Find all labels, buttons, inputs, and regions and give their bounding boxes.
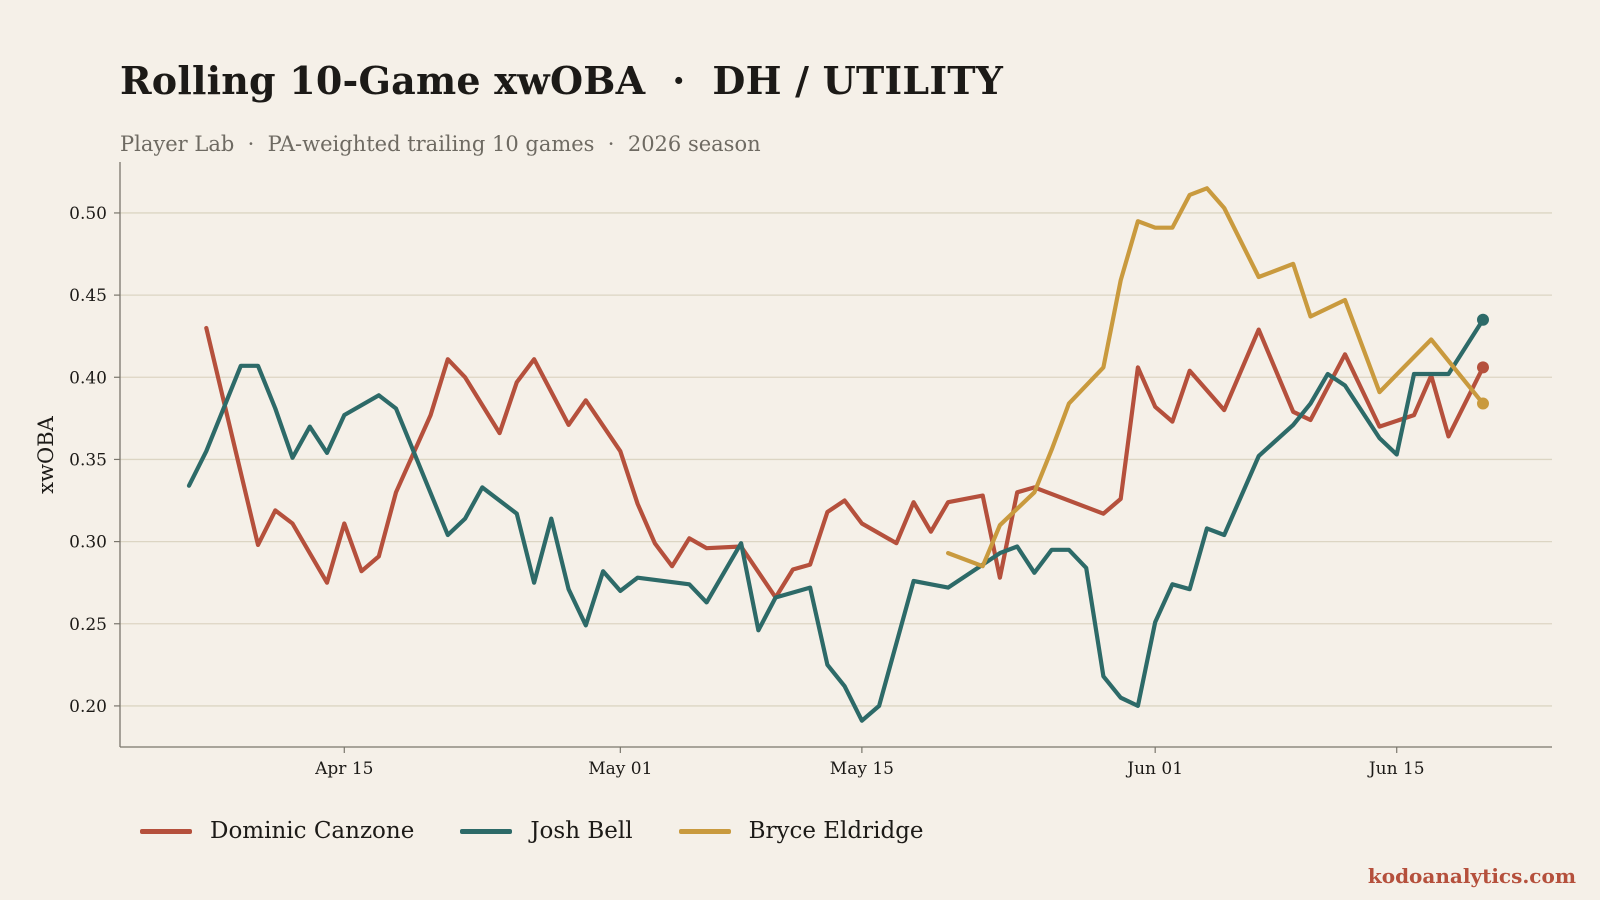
legend-label: Josh Bell <box>530 818 633 844</box>
gridlines <box>120 212 1552 707</box>
chart-subtitle: Player Lab · PA-weighted trailing 10 gam… <box>120 132 761 156</box>
legend-label: Bryce Eldridge <box>748 818 924 844</box>
legend-item-bryce-eldridge: Bryce Eldridge <box>678 818 924 844</box>
y-tick-label: 0.30 <box>69 533 107 553</box>
legend-swatch <box>678 828 731 834</box>
y-tick-label: 0.45 <box>69 286 107 306</box>
ticks: 0.20 0.25 0.30 0.35 0.40 0.45 0.50 Apr 15 May 01… <box>69 204 1424 779</box>
y-tick-label: 0.25 <box>69 615 107 635</box>
x-tick-label: Jun 01 <box>1125 759 1183 779</box>
legend-item-dominic-canzone: Dominic Canzone <box>140 818 414 844</box>
x-tick-label: Jun 15 <box>1367 759 1425 779</box>
legend: Dominic Canzone Josh Bell Bryce Eldridge <box>140 818 924 844</box>
y-tick-label: 0.20 <box>69 697 107 717</box>
y-tick-label: 0.35 <box>69 450 107 470</box>
y-tick-label: 0.50 <box>69 204 107 224</box>
chart-title: Rolling 10-Game xwOBA · DH / UTILITY <box>120 58 1004 103</box>
series-line-bryce-eldridge <box>945 186 1486 569</box>
end-point-bryce-eldridge <box>1476 397 1489 410</box>
series <box>186 186 1489 723</box>
y-tick-label: 0.40 <box>69 368 107 388</box>
end-point-dominic-canzone <box>1476 361 1489 374</box>
legend-label: Dominic Canzone <box>210 818 415 844</box>
axes: xwOBA <box>34 162 1552 748</box>
x-tick-label: May 01 <box>588 759 652 779</box>
y-axis-label: xwOBA <box>34 415 58 493</box>
series-line-dominic-canzone <box>204 325 1486 600</box>
x-tick-label: Apr 15 <box>314 759 373 779</box>
legend-item-josh-bell: Josh Bell <box>460 818 633 844</box>
series-line-josh-bell <box>186 317 1486 723</box>
legend-swatch <box>460 828 513 834</box>
end-point-josh-bell <box>1476 313 1489 326</box>
credit-text: kodoanalytics.com <box>1367 864 1576 888</box>
legend-swatch <box>140 828 192 834</box>
x-tick-label: May 15 <box>830 759 894 779</box>
